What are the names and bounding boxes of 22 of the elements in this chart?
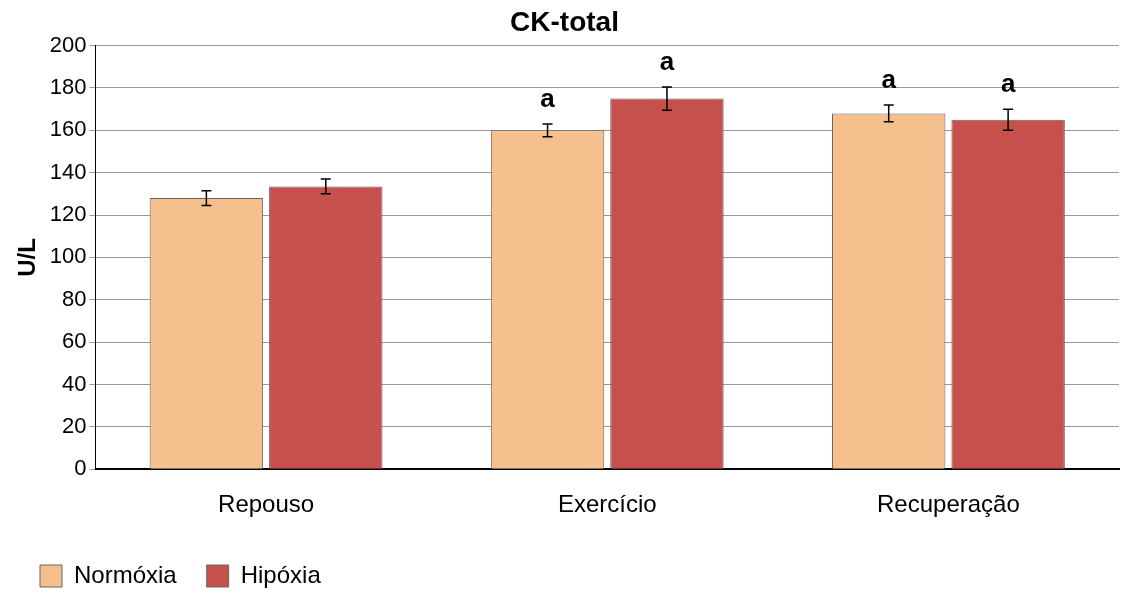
y-tick-label: 180 <box>49 74 87 100</box>
y-tick-label: 60 <box>62 328 87 354</box>
annotation: a <box>540 83 556 114</box>
y-tick-label: 160 <box>49 116 87 142</box>
annotation: a <box>659 46 675 77</box>
x-tick-label: Recuperação <box>877 490 1020 518</box>
y-tick-label: 0 <box>74 455 87 481</box>
y-tick-label: 100 <box>49 243 87 269</box>
annotation: a <box>1000 68 1016 99</box>
legend-label: Normóxia <box>74 560 178 588</box>
y-tick-label: 20 <box>62 412 87 438</box>
chart-title: CK-total <box>510 5 619 37</box>
y-axis-title: U/L <box>13 238 41 277</box>
legend-label: Hipóxia <box>240 560 322 588</box>
y-tick-label: 120 <box>49 201 87 227</box>
y-tick-label: 40 <box>62 370 87 396</box>
annotation: a <box>881 64 897 95</box>
y-tick-label: 80 <box>62 285 87 311</box>
y-tick-label: 140 <box>49 158 87 184</box>
y-tick-label: 200 <box>49 31 87 57</box>
x-tick-label: Repouso <box>218 490 315 518</box>
x-tick-label: Exercício <box>557 490 657 518</box>
